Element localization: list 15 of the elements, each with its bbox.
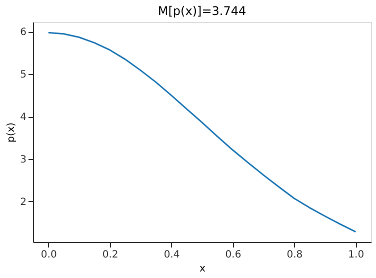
y-axis-title: p(x)	[6, 122, 18, 143]
x-tick-label: 0.2	[102, 250, 118, 260]
x-tick-label: 0.0	[40, 250, 57, 260]
x-tick-label: 0.6	[225, 250, 242, 260]
x-tick-label: 1.0	[348, 250, 364, 260]
y-tick-label: 6	[20, 27, 26, 38]
x-tick-label: 0.8	[286, 250, 303, 260]
line-series	[48, 32, 356, 233]
x-axis-title: x	[200, 264, 206, 274]
y-tick-label: 3	[20, 154, 26, 166]
y-tick-label: 2	[20, 196, 26, 208]
chart-title: M[p(x)]=3.744	[158, 4, 246, 18]
y-tick-label: 4	[20, 112, 26, 124]
y-tick-label: 5	[20, 70, 26, 81]
x-tick-label: 0.4	[164, 250, 180, 260]
